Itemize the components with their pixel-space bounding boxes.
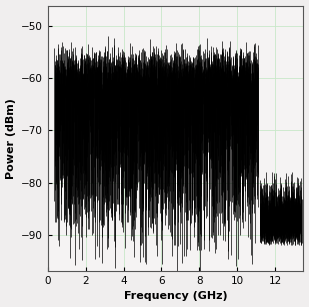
X-axis label: Frequency (GHz): Frequency (GHz): [124, 291, 227, 301]
Y-axis label: Power (dBm): Power (dBm): [6, 98, 15, 179]
